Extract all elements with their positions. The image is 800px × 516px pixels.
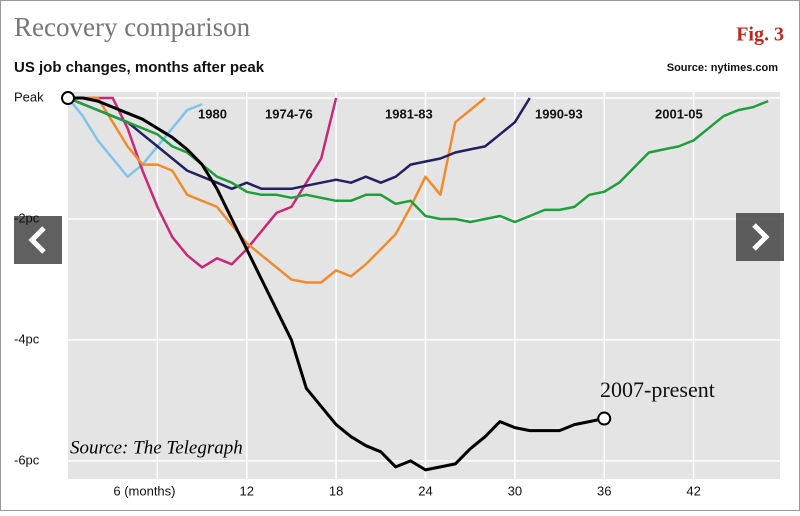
figure-label: Fig. 3 (736, 24, 784, 46)
series-line (68, 96, 338, 269)
chart-title: Recovery comparison (14, 12, 251, 42)
series-label: 2007-present (600, 377, 715, 402)
credit: Source: The Telegraph (70, 437, 243, 458)
series-label: 1990-93 (535, 106, 583, 121)
series-line (68, 96, 605, 472)
source: Source: nytimes.com (667, 62, 778, 74)
plot-area (68, 92, 780, 479)
y-tick-label: Peak (14, 89, 44, 104)
y-tick-label: -6pc (14, 452, 40, 467)
series-line (67, 96, 531, 191)
x-tick-label: 36 (597, 483, 611, 498)
prev-button-bg[interactable] (14, 216, 62, 264)
x-tick-label: 6 (months) (113, 483, 175, 498)
series-label: 1974-76 (265, 106, 313, 121)
chart-subtitle: US job changes, months after peak (14, 59, 265, 76)
next-arrow[interactable] (752, 223, 770, 251)
series-line (67, 97, 203, 178)
x-tick-label: 42 (686, 483, 700, 498)
series-line (68, 96, 486, 284)
series-line (67, 96, 769, 224)
y-tick-label: -4pc (14, 331, 40, 346)
next-button-bg[interactable] (736, 213, 784, 261)
x-tick-label: 30 (508, 483, 522, 498)
x-tick-label: 24 (418, 483, 432, 498)
next-button[interactable] (736, 213, 784, 261)
peak-marker (61, 91, 75, 106)
x-tick-label: 12 (240, 483, 254, 498)
series-label: 1980 (198, 106, 227, 121)
series-label: 2001-05 (655, 106, 703, 121)
prev-button[interactable] (14, 216, 62, 264)
y-tick-label: -2pc (14, 210, 40, 225)
x-tick-label: 18 (329, 483, 343, 498)
series-label: 1981-83 (385, 106, 433, 121)
end-marker (597, 411, 612, 426)
prev-arrow[interactable] (28, 226, 46, 254)
